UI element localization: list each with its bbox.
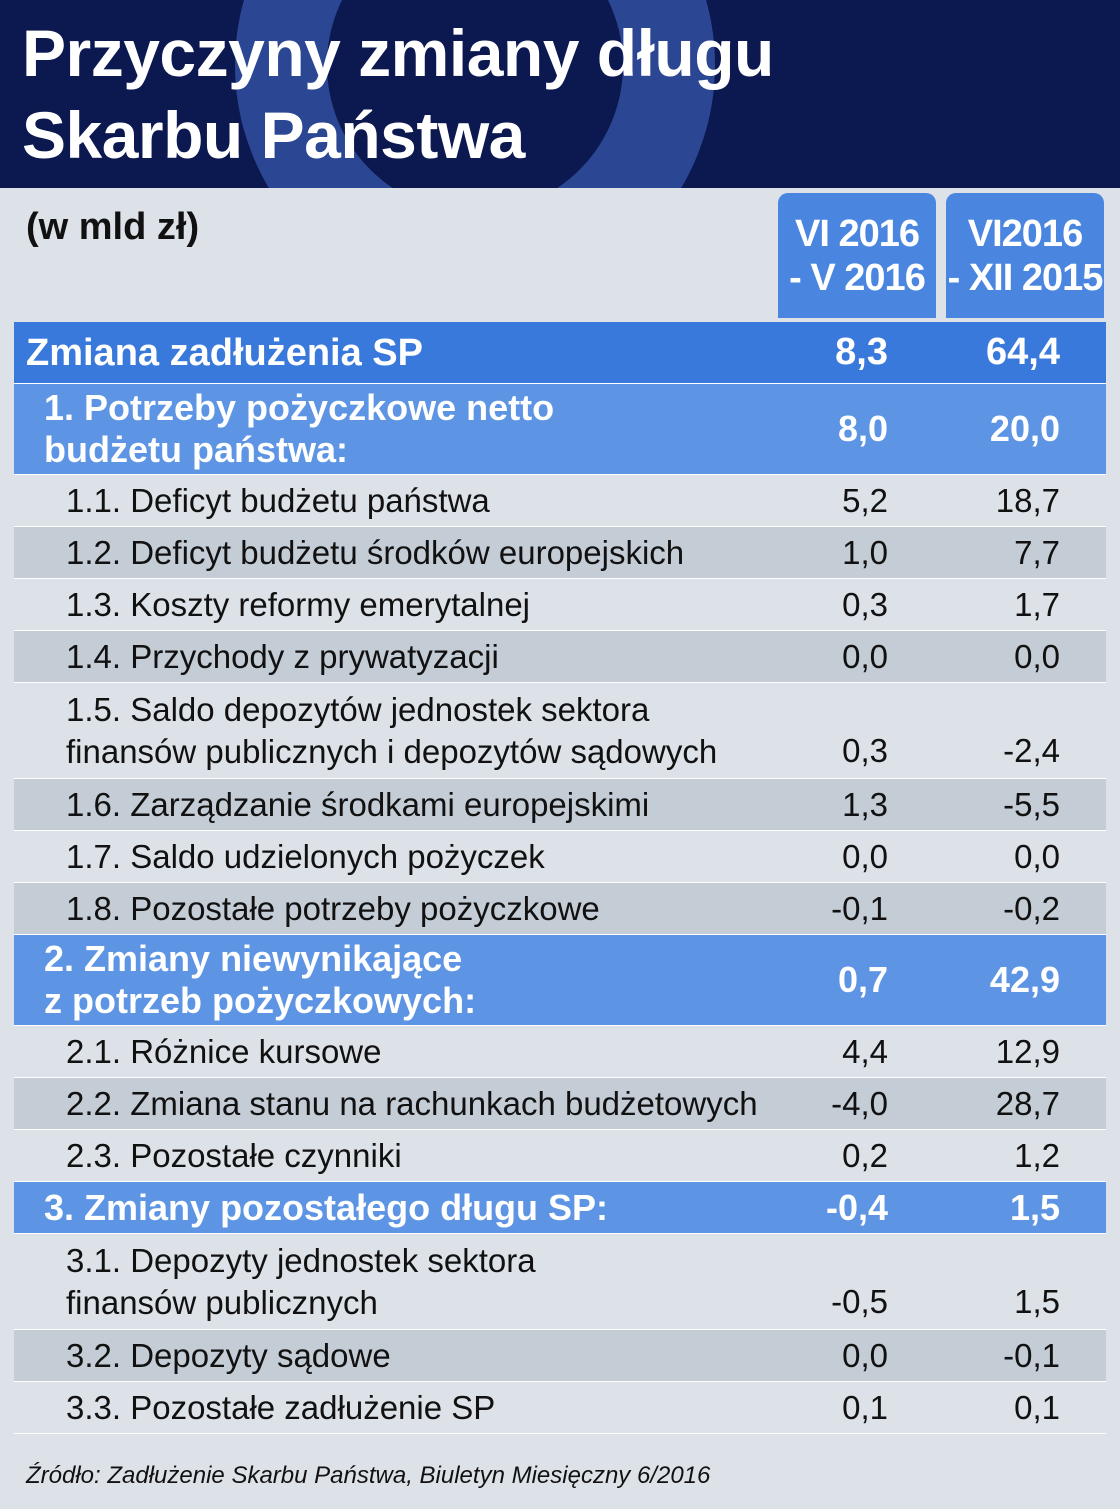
row-value-col1: 0,2 [842,1136,888,1174]
column-header-area: (w mld zł) VI 2016 - V 2016 VI2016 - XII… [0,188,1120,322]
row-value-col1: 0,3 [842,585,888,623]
row-value-col1: 5,2 [842,481,888,519]
row-value-col1: -0,5 [831,1283,888,1320]
table-row: 1.6. Zarządzanie środkami europejskimi 1,… [14,779,1106,831]
row-value-col1: 0,3 [842,732,888,769]
row-value-col2: 0,0 [1014,837,1060,875]
row-value-col2: 28,7 [995,1084,1060,1122]
row-label: Zmiana zadłużenia SP [26,331,423,374]
table-row: 1.3. Koszty reformy emerytalnej 0,3 1,7 [14,579,1106,631]
row-value-col2: 42,9 [989,959,1060,1000]
column-header-2: VI2016 - XII 2015 [946,193,1104,318]
row-value-col2: -0,1 [1003,1336,1060,1374]
row-value-col2: 12,9 [995,1032,1060,1070]
row-label: 3.2. Depozyty sądowe [66,1336,391,1374]
row-value-col1: -4,0 [831,1084,888,1122]
table-row: Zmiana zadłużenia SP 8,3 64,4 [14,322,1106,384]
row-label: 3.3. Pozostałe zadłużenie SP [66,1388,496,1426]
row-label: 1.4. Przychody z prywatyzacji [66,637,499,675]
row-value-col2: -0,2 [1003,889,1060,927]
table-row: 3. Zmiany pozostałego długu SP: -0,4 1,5 [14,1182,1106,1234]
row-label: 2.3. Pozostałe czynniki [66,1136,402,1174]
row-value-col2: 7,7 [1014,533,1060,571]
row-value-col2: 1,5 [1014,1283,1060,1320]
table-row: 1.5. Saldo depozytów jednostek sektora f… [14,683,1106,779]
table-row: 3.1. Depozyty jednostek sektora finansów… [14,1234,1106,1330]
row-value-col1: 1,3 [842,785,888,823]
row-label: 2. Zmiany niewynikające z potrzeb pożycz… [44,938,477,1021]
decorative-ring [235,0,715,188]
row-label: 3.1. Depozyty jednostek sektora finansów… [66,1241,536,1321]
table-row: 1.7. Saldo udzielonych pożyczek 0,0 0,0 [14,831,1106,883]
row-label: 2.1. Różnice kursowe [66,1032,382,1070]
title-banner: Przyczyny zmiany długu Skarbu Państwa [0,0,1120,188]
row-value-col1: -0,4 [825,1186,888,1228]
row-value-col2: -2,4 [1003,732,1060,769]
table-row: 2.2. Zmiana stanu na rachunkach budżetow… [14,1078,1106,1130]
row-value-col2: 1,2 [1014,1136,1060,1174]
row-value-col2: -5,5 [1003,785,1060,823]
row-value-col1: 0,0 [842,1336,888,1374]
column-header-1: VI 2016 - V 2016 [778,193,936,318]
row-label: 1.1. Deficyt budżetu państwa [66,481,490,519]
row-label: 1.8. Pozostałe potrzeby pożyczkowe [66,889,600,927]
chart-title: Przyczyny zmiany długu Skarbu Państwa [22,16,774,172]
row-label: 1.6. Zarządzanie środkami europejskimi [66,785,650,823]
table-row: 1.8. Pozostałe potrzeby pożyczkowe -0,1 -0… [14,883,1106,935]
row-value-col1: 0,1 [842,1388,888,1426]
row-value-col2: 20,0 [989,408,1060,449]
row-value-col1: -0,1 [831,889,888,927]
row-value-col1: 4,4 [842,1032,888,1070]
row-label: 2.2. Zmiana stanu na rachunkach budżetow… [66,1084,758,1122]
table-row: 3.3. Pozostałe zadłużenie SP 0,1 0,1 [14,1382,1106,1434]
row-value-col1: 0,0 [842,637,888,675]
row-label: 3. Zmiany pozostałego długu SP: [44,1186,609,1228]
row-label: 1.7. Saldo udzielonych pożyczek [66,837,545,875]
row-value-col1: 8,3 [835,331,888,373]
table-row: 3.2. Depozyty sądowe 0,0 -0,1 [14,1330,1106,1382]
table-row: 1.4. Przychody z prywatyzacji 0,0 0,0 [14,631,1106,683]
row-value-col2: 18,7 [995,481,1060,519]
row-label: 1.5. Saldo depozytów jednostek sektora f… [66,690,718,770]
table-row: 2. Zmiany niewynikające z potrzeb pożycz… [14,935,1106,1026]
table-row: 1.1. Deficyt budżetu państwa 5,2 18,7 [14,475,1106,527]
row-value-col1: 8,0 [837,408,888,449]
row-label: 1. Potrzeby pożyczkowe netto budżetu pań… [44,387,555,470]
row-value-col1: 1,0 [842,533,888,571]
table-row: 2.1. Różnice kursowe 4,4 12,9 [14,1026,1106,1078]
row-label: 1.2. Deficyt budżetu środków europejskic… [66,533,685,571]
unit-label: (w mld zł) [26,206,200,248]
table-row: 1.2. Deficyt budżetu środków europejskic… [14,527,1106,579]
row-label: 1.3. Koszty reformy emerytalnej [66,585,530,623]
table-row: 1. Potrzeby pożyczkowe netto budżetu pań… [14,384,1106,475]
row-value-col2: 1,7 [1014,585,1060,623]
source-note: Źródło: Zadłużenie Skarbu Państwa, Biule… [26,1462,711,1489]
row-value-col2: 64,4 [986,331,1060,373]
row-value-col2: 1,5 [1009,1186,1060,1228]
row-value-col2: 0,0 [1014,637,1060,675]
data-table: Zmiana zadłużenia SP 8,3 64,4 1. Potrzeby p… [14,322,1106,1434]
table-row: 2.3. Pozostałe czynniki 0,2 1,2 [14,1130,1106,1182]
row-value-col2: 0,1 [1014,1388,1060,1426]
row-value-col1: 0,7 [837,959,888,1000]
row-value-col1: 0,0 [842,837,888,875]
